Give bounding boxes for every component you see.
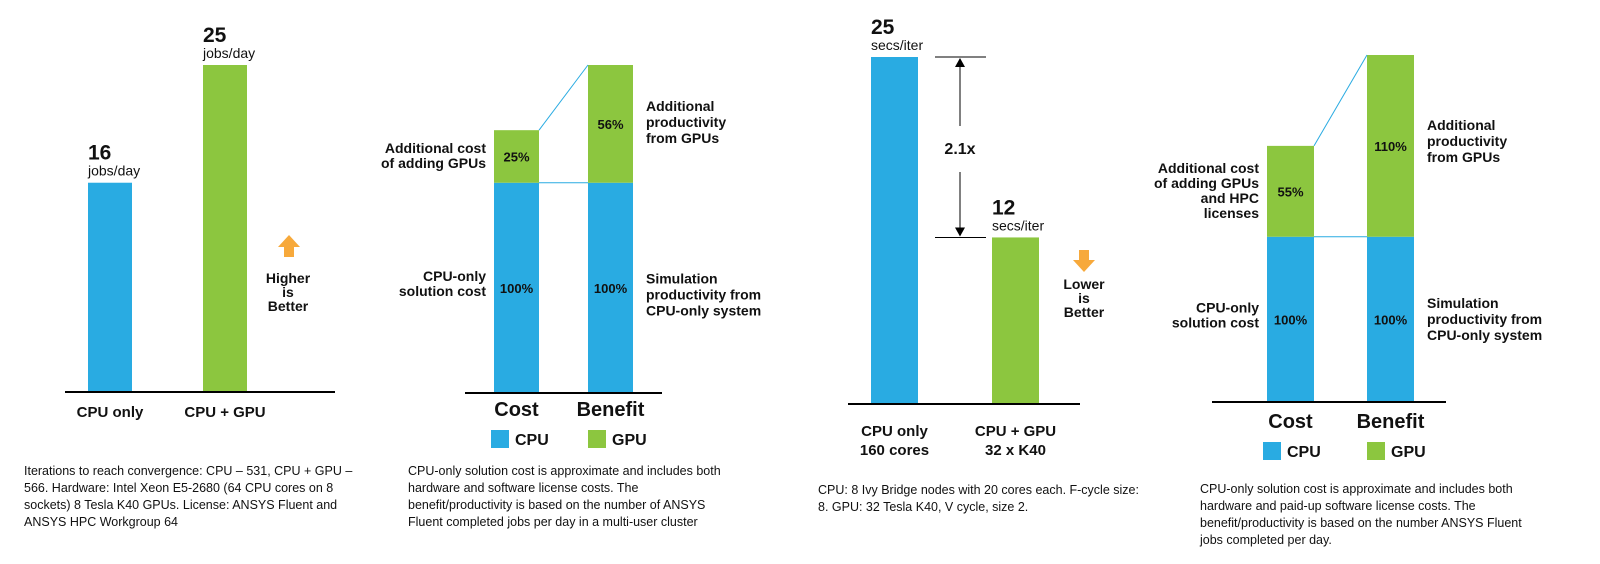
chart3-badge-line-0: Lower — [1063, 276, 1105, 292]
chart4-annot-cost-cpu-line-0: CPU-only — [1196, 299, 1259, 315]
chart3-unit-label-1: secs/iter — [992, 217, 1044, 233]
chart2-connector-top — [538, 64, 589, 131]
chart3-ratio-label: 2.1x — [944, 141, 975, 158]
chart4-annot-cost-gpu-line-1: of adding GPUs — [1154, 175, 1259, 191]
chart4-bar-gpu-0 — [1267, 145, 1314, 237]
chart3-unit-label-0: secs/iter — [871, 37, 923, 53]
chart1-bar-0 — [88, 182, 132, 392]
chart1-badge-line-0: Higher — [266, 270, 311, 286]
chart1-arrow-up-icon-stem — [284, 247, 294, 257]
chart4-annot-cost-gpu-line-2: and HPC — [1201, 190, 1259, 206]
chart1-category-label-1: CPU + GPU — [184, 404, 265, 421]
chart1-unit-label-0: jobs/day — [87, 163, 140, 179]
chart3-bar-1 — [992, 237, 1039, 404]
chart2-cpu-label-1: 100% — [594, 281, 628, 296]
chart4-annot-benefit-gpu-line-1: productivity — [1427, 133, 1507, 149]
chart4-annot-cost-gpu-line-3: licenses — [1204, 205, 1259, 221]
chart4-annot-benefit-gpu-line-0: Additional — [1427, 117, 1495, 133]
chart4-annot-benefit-cpu-line-2: CPU-only system — [1427, 327, 1542, 343]
chart2-annot-cost-cpu-line-1: solution cost — [399, 283, 486, 299]
chart3-value-label-0: 25 — [871, 16, 895, 39]
chart3-category-sublabel-1: 32 x K40 — [985, 442, 1046, 459]
chart4-annot-cost-cpu-line-1: solution cost — [1172, 314, 1259, 330]
chart1-unit-label-1: jobs/day — [202, 45, 255, 61]
chart2-gpu-label-1: 56% — [597, 117, 623, 132]
chart1-badge-line-2: Better — [268, 298, 309, 314]
chart3-category-label-1: CPU + GPU — [975, 423, 1056, 440]
chart2-annot-cost-gpu-line-1: of adding GPUs — [381, 155, 486, 171]
chart3-ratio-arrowhead-up — [955, 58, 965, 67]
chart4-annot-cost-gpu-line-0: Additional cost — [1158, 160, 1259, 176]
chart3-category-sublabel-0: 160 cores — [860, 442, 929, 459]
chart2-bar-cpu-0 — [494, 182, 539, 393]
chart4-legend-swatch-gpu — [1367, 442, 1385, 460]
chart2-annot-benefit-cpu-line-1: productivity from — [646, 287, 761, 303]
chart1-arrow-up-icon — [278, 235, 300, 247]
chart2-legend-swatch-gpu — [588, 430, 606, 448]
chart4-annot-benefit-cpu-line-0: Simulation — [1427, 295, 1499, 311]
chart2-gpu-label-0: 25% — [503, 149, 529, 164]
chart1-badge-line-1: is — [282, 284, 294, 300]
chart2-legend-label-cpu: CPU — [515, 432, 549, 449]
chart2-annot-benefit-gpu-line-0: Additional — [646, 98, 714, 114]
chart3-badge-line-2: Better — [1064, 304, 1105, 320]
chart2-annot-benefit-gpu-line-1: productivity — [646, 114, 726, 130]
chart4-annot-benefit-gpu-line-2: from GPUs — [1427, 149, 1500, 165]
chart3-arrow-down-icon — [1073, 260, 1095, 272]
chart4-bar-cpu-0 — [1267, 236, 1314, 402]
chart2-bar-gpu-0 — [494, 130, 539, 183]
chart2-category-label-1: Benefit — [577, 399, 645, 421]
chart2-annot-cost-gpu-line-0: Additional cost — [385, 140, 486, 156]
chart2-annot-cost-cpu-line-0: CPU-only — [423, 268, 486, 284]
chart4-cpu-label-0: 100% — [1274, 312, 1308, 327]
chart3-arrow-down-icon-stem — [1079, 250, 1089, 260]
chart2-category-label-0: Cost — [494, 399, 539, 421]
chart2-footnote: CPU-only solution cost is approximate an… — [408, 464, 721, 529]
chart3-value-label-1: 12 — [992, 196, 1015, 219]
chart2-cpu-label-0: 100% — [500, 281, 534, 296]
chart2-bar-cpu-1 — [588, 182, 633, 393]
chart4-footnote: CPU-only solution cost is approximate an… — [1200, 482, 1522, 547]
chart2-legend-label-gpu: GPU — [612, 432, 647, 449]
chart1-footnote: Iterations to reach convergence: CPU – 5… — [24, 464, 353, 529]
chart3-footnote: CPU: 8 Ivy Bridge nodes with 20 cores ea… — [818, 483, 1139, 514]
chart4-legend-label-cpu: CPU — [1287, 444, 1321, 461]
chart4-gpu-label-0: 55% — [1277, 184, 1303, 199]
chart1-value-label-1: 25 — [203, 24, 227, 47]
chart1-bar-1 — [203, 65, 247, 392]
chart3-category-label-0: CPU only — [861, 423, 928, 440]
chart4-cpu-label-1: 100% — [1374, 312, 1408, 327]
chart1-value-label-0: 16 — [88, 142, 111, 165]
chart2-bar-gpu-1 — [588, 65, 633, 183]
chart4-bar-cpu-1 — [1367, 236, 1414, 402]
chart4-category-label-0: Cost — [1268, 411, 1313, 433]
chart3-badge-line-1: is — [1078, 290, 1090, 306]
chart2-legend-swatch-cpu — [491, 430, 509, 448]
chart2-annot-benefit-gpu-line-2: from GPUs — [646, 130, 719, 146]
chart4-gpu-label-1: 110% — [1374, 139, 1407, 154]
chart4-legend-label-gpu: GPU — [1391, 444, 1426, 461]
chart2-annot-benefit-cpu-line-2: CPU-only system — [646, 303, 761, 319]
chart3-bar-0 — [871, 57, 918, 404]
chart4-category-label-1: Benefit — [1357, 411, 1425, 433]
chart4-bar-gpu-1 — [1367, 55, 1414, 237]
chart2-annot-benefit-cpu-line-0: Simulation — [646, 271, 718, 287]
chart4-connector-top — [1313, 54, 1368, 147]
chart1-category-label-0: CPU only — [77, 404, 144, 421]
chart4-legend-swatch-cpu — [1263, 442, 1281, 460]
chart3-ratio-arrowhead-down — [955, 227, 965, 237]
chart4-annot-benefit-cpu-line-1: productivity from — [1427, 311, 1542, 327]
